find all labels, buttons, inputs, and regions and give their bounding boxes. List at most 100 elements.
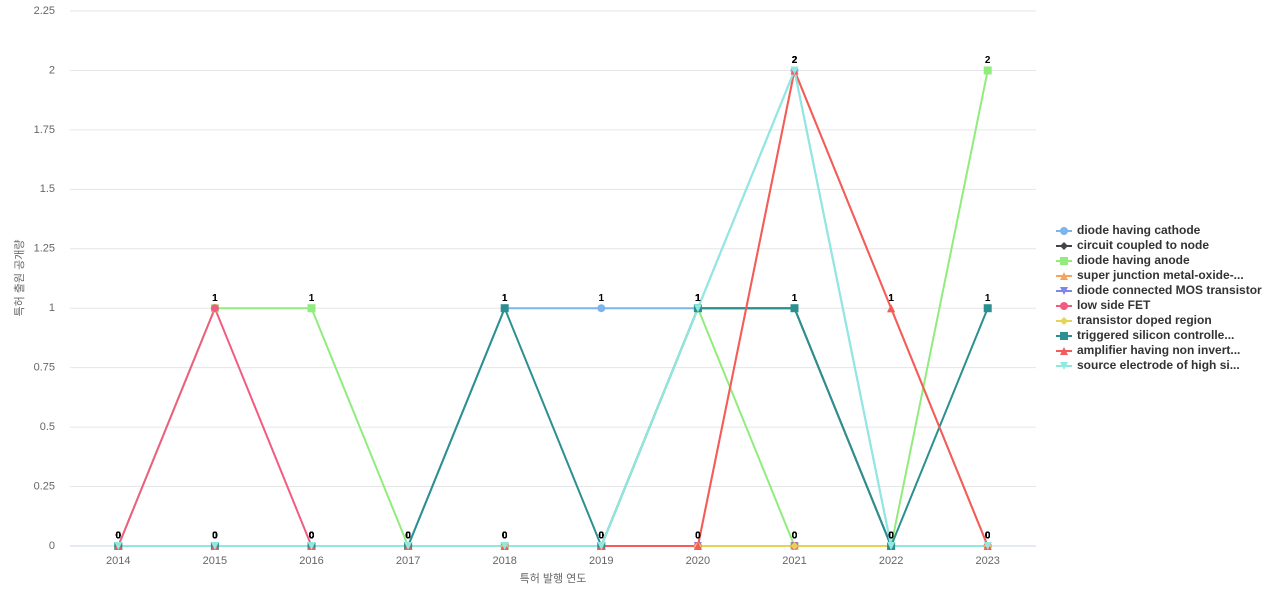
- data-label: 0: [502, 531, 508, 542]
- data-label: 0: [599, 531, 605, 542]
- marker: [114, 542, 123, 550]
- data-label: 0: [502, 531, 508, 542]
- data-label: 1: [309, 293, 315, 304]
- marker: [210, 542, 219, 550]
- y-tick-label: 1: [49, 302, 55, 314]
- data-label: 0: [985, 531, 991, 542]
- marker: [1060, 347, 1068, 355]
- data-label: 1: [212, 293, 218, 304]
- data-label: 0: [695, 531, 701, 542]
- data-label: 0: [985, 531, 991, 542]
- data-label: 0: [309, 531, 315, 542]
- marker: [983, 542, 992, 550]
- data-label: 0: [695, 531, 701, 542]
- data-label: 1: [695, 293, 701, 304]
- data-label: 0: [599, 531, 605, 542]
- data-label: 0: [405, 531, 411, 542]
- data-label: 0: [405, 531, 411, 542]
- data-label: 0: [212, 531, 218, 542]
- marker: [887, 304, 896, 313]
- legend-label: transistor doped region: [1077, 313, 1212, 327]
- data-label: 0: [502, 531, 508, 542]
- data-label: 0: [116, 531, 122, 542]
- data-label: 0: [116, 531, 122, 542]
- data-label: 0: [792, 531, 798, 542]
- data-label: 0: [405, 531, 411, 542]
- data-label: 0: [309, 531, 315, 542]
- data-label: 0: [116, 531, 122, 542]
- data-label: 0: [116, 531, 122, 542]
- data-label: 0: [116, 531, 122, 542]
- x-tick-label: 2016: [299, 555, 323, 567]
- data-label: 0: [212, 531, 218, 542]
- data-label: 0: [212, 531, 218, 542]
- legend-label: amplifier having non invert...: [1077, 343, 1240, 357]
- data-label: 1: [212, 293, 218, 304]
- data-label: 0: [309, 531, 315, 542]
- marker: [500, 304, 509, 313]
- marker: [1060, 287, 1068, 295]
- x-tick-label: 2019: [589, 555, 613, 567]
- data-label: 0: [502, 531, 508, 542]
- data-label: 0: [888, 531, 894, 542]
- data-label: 2: [792, 55, 798, 66]
- marker: [307, 542, 316, 550]
- x-tick-label: 2023: [975, 555, 999, 567]
- marker: [404, 542, 413, 550]
- data-label: 2: [985, 55, 991, 66]
- legend-label: circuit coupled to node: [1077, 238, 1209, 252]
- marker: [1060, 257, 1068, 265]
- data-label: 1: [888, 293, 894, 304]
- y-tick-label: 0: [49, 540, 55, 552]
- marker: [597, 542, 606, 550]
- data-label: 1: [695, 293, 701, 304]
- data-label: 0: [599, 531, 605, 542]
- data-label: 1: [502, 293, 508, 304]
- data-label: 0: [212, 531, 218, 542]
- data-label: 0: [212, 531, 218, 542]
- marker: [983, 66, 992, 75]
- legend-label: triggered silicon controlle...: [1077, 328, 1234, 342]
- marker: [693, 542, 702, 550]
- legend-label: diode having anode: [1077, 253, 1190, 267]
- data-label: 0: [599, 531, 605, 542]
- marker: [693, 304, 702, 313]
- data-label: 0: [405, 531, 411, 542]
- x-tick-label: 2022: [879, 555, 903, 567]
- data-label: 0: [116, 531, 122, 542]
- data-label: 1: [695, 293, 701, 304]
- series-line: [118, 66, 988, 547]
- data-label: 0: [309, 531, 315, 542]
- data-label: 0: [405, 531, 411, 542]
- marker: [1060, 242, 1068, 250]
- data-label: 0: [695, 531, 701, 542]
- x-tick-label: 2018: [492, 555, 516, 567]
- x-tick-label: 2015: [203, 555, 227, 567]
- marker: [1060, 317, 1068, 325]
- legend-label: diode connected MOS transistor: [1077, 283, 1262, 297]
- data-label: 0: [599, 531, 605, 542]
- data-label: 2: [792, 55, 798, 66]
- data-label: 0: [405, 531, 411, 542]
- data-label: 0: [792, 531, 798, 542]
- data-label: 0: [888, 531, 894, 542]
- data-label: 1: [985, 293, 991, 304]
- data-label: 0: [599, 531, 605, 542]
- marker: [983, 304, 992, 313]
- x-axis-title: 특허 발행 연도: [520, 572, 587, 585]
- data-label: 0: [309, 531, 315, 542]
- data-label: 0: [212, 531, 218, 542]
- data-label: 0: [985, 531, 991, 542]
- data-label: 1: [792, 293, 798, 304]
- legend-label: low side FET: [1077, 298, 1151, 312]
- data-label: 0: [309, 531, 315, 542]
- data-label: 0: [888, 531, 894, 542]
- x-tick-label: 2014: [106, 555, 130, 567]
- data-label: 0: [309, 531, 315, 542]
- data-label: 1: [888, 293, 894, 304]
- data-label: 0: [985, 531, 991, 542]
- data-label: 0: [599, 531, 605, 542]
- y-tick-label: 0.75: [34, 362, 55, 374]
